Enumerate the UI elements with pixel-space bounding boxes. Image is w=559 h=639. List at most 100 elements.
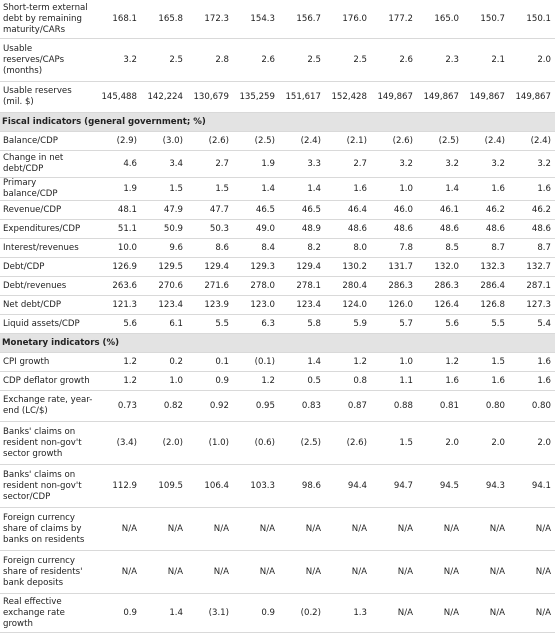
table-cell: 2.7	[187, 150, 233, 178]
table-cell: (2.5)	[279, 421, 325, 465]
table-cell: 1.5	[371, 421, 417, 465]
row-label: Short-term external debt by remaining ma…	[0, 0, 95, 39]
table-cell: 112.9	[95, 464, 141, 508]
table-cell: 5.6	[417, 314, 463, 334]
table-cell: 149,867	[371, 81, 417, 113]
table-cell: 8.4	[233, 238, 279, 258]
table-cell: 0.88	[371, 390, 417, 422]
table-cell: 0.83	[279, 390, 325, 422]
table-row: Usable reserves/CAPs (months) 3.2 2.5 2.8 2.…	[0, 38, 555, 82]
table-cell: N/A	[141, 507, 187, 551]
row-label: Exchange rate, year-end (LC/$)	[0, 390, 95, 422]
table-cell: 278.0	[233, 276, 279, 296]
table-cell: 1.0	[141, 371, 187, 391]
table-cell: N/A	[463, 507, 509, 551]
section-title: Monetary indicators (%)	[0, 333, 555, 353]
table-cell: 151,617	[279, 81, 325, 113]
table-cell: 287.1	[509, 276, 555, 296]
table-cell: 2.0	[417, 421, 463, 465]
table-cell: 50.3	[187, 219, 233, 239]
table-cell: 124.0	[325, 295, 371, 315]
table-cell: 4.6	[95, 150, 141, 178]
table-row: Banks' claims on resident non-gov't sect…	[0, 421, 555, 465]
table-cell: (2.6)	[325, 421, 371, 465]
table-cell: 271.6	[187, 276, 233, 296]
table-cell: 1.4	[279, 177, 325, 201]
table-cell: 109.5	[141, 464, 187, 508]
table-cell: N/A	[463, 593, 509, 633]
table-cell: 0.80	[509, 390, 555, 422]
table-cell: 5.9	[325, 314, 371, 334]
table-cell: 1.6	[417, 371, 463, 391]
table-cell: 1.4	[233, 177, 279, 201]
table-cell: 2.5	[279, 38, 325, 82]
table-cell: 5.6	[95, 314, 141, 334]
row-label: Usable reserves (mil. $)	[0, 81, 95, 113]
table-cell: 132.0	[417, 257, 463, 277]
table-cell: (2.5)	[233, 131, 279, 151]
table-row: Debt/revenues 263.6 270.6 271.6 278.0 278.1 28…	[0, 276, 555, 296]
table-cell: 3.2	[463, 150, 509, 178]
table-cell: 94.4	[325, 464, 371, 508]
table-cell: 129.5	[141, 257, 187, 277]
table-cell: 46.0	[371, 200, 417, 220]
table-cell: 3.2	[509, 150, 555, 178]
table-row: Expenditures/CDP 51.1 50.9 50.3 49.0 48.9 48.6…	[0, 219, 555, 239]
table-cell: 48.6	[417, 219, 463, 239]
table-cell: 280.4	[325, 276, 371, 296]
table-cell: (3.1)	[187, 593, 233, 633]
table-cell: 46.2	[509, 200, 555, 220]
table-cell: 3.3	[279, 150, 325, 178]
table-cell: N/A	[187, 550, 233, 594]
table-cell: 48.6	[371, 219, 417, 239]
table-cell: 165.8	[141, 0, 187, 39]
table-cell: N/A	[187, 507, 233, 551]
table-cell: 132.7	[509, 257, 555, 277]
table-cell: (2.5)	[417, 131, 463, 151]
row-label: Foreign currency share of residents' ban…	[0, 550, 95, 594]
table-cell: 9.6	[141, 238, 187, 258]
table-cell: 1.2	[95, 352, 141, 372]
table-cell: 0.8	[325, 371, 371, 391]
table-cell: 172.3	[187, 0, 233, 39]
row-label: CDP deflator growth	[0, 371, 95, 391]
table-cell: 149,867	[509, 81, 555, 113]
row-label: Interest/revenues	[0, 238, 95, 258]
table-cell: N/A	[417, 550, 463, 594]
table-cell: 1.6	[509, 352, 555, 372]
table-cell: 8.0	[325, 238, 371, 258]
table-cell: 1.4	[141, 593, 187, 633]
table-cell: 168.1	[95, 0, 141, 39]
table-cell: 0.80	[463, 390, 509, 422]
table-cell: 1.4	[417, 177, 463, 201]
table-cell: 126.0	[371, 295, 417, 315]
table-cell: 145,488	[95, 81, 141, 113]
table-cell: 7.8	[371, 238, 417, 258]
row-label: Net debt/CDP	[0, 295, 95, 315]
row-label: Liquid assets/CDP	[0, 314, 95, 334]
table-cell: 1.6	[509, 371, 555, 391]
table-cell: 0.2	[141, 352, 187, 372]
table-cell: (2.6)	[187, 131, 233, 151]
table-cell: 123.4	[279, 295, 325, 315]
table-cell: 130.2	[325, 257, 371, 277]
table-cell: 0.9	[233, 593, 279, 633]
table-cell: N/A	[233, 550, 279, 594]
row-label: Debt/revenues	[0, 276, 95, 296]
table-cell: 129.3	[233, 257, 279, 277]
table-cell: 2.0	[463, 421, 509, 465]
table-row: Real effective exchange rate growth 0.9 1.…	[0, 593, 555, 633]
table-cell: 121.3	[95, 295, 141, 315]
table-cell: 5.5	[463, 314, 509, 334]
table-cell: 46.5	[279, 200, 325, 220]
table-cell: N/A	[509, 550, 555, 594]
table-cell: 50.9	[141, 219, 187, 239]
table-cell: N/A	[509, 507, 555, 551]
table-cell: 1.9	[95, 177, 141, 201]
table-cell: 48.6	[463, 219, 509, 239]
table-cell: 2.8	[187, 38, 233, 82]
table-cell: 1.0	[371, 352, 417, 372]
table-cell: N/A	[233, 507, 279, 551]
table-cell: 286.4	[463, 276, 509, 296]
